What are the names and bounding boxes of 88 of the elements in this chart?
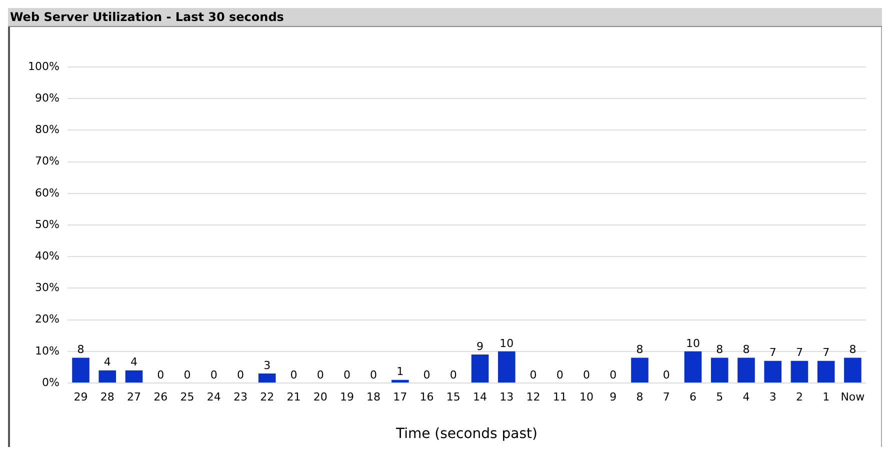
x-tick-label: 16	[420, 390, 434, 404]
data-label: 10	[500, 336, 514, 350]
x-tick-label: 12	[526, 390, 540, 404]
x-tick-label: 5	[716, 390, 724, 404]
bar	[790, 360, 808, 382]
x-tick-label: 29	[74, 390, 88, 404]
x-tick-label: 28	[100, 390, 114, 404]
x-tick-label: 24	[206, 390, 221, 404]
data-label: 4	[130, 356, 138, 369]
x-tick-label: 25	[180, 390, 194, 404]
x-tick-label: 14	[473, 390, 488, 404]
x-tick-label: 20	[313, 390, 328, 404]
x-tick-label: Now	[840, 390, 865, 404]
data-label: 8	[716, 343, 724, 356]
y-tick-label: 0%	[42, 376, 60, 389]
data-label: 10	[686, 336, 700, 350]
data-label: 8	[742, 343, 750, 356]
x-tick-label: 6	[689, 390, 696, 404]
bar	[631, 358, 648, 382]
data-label: 0	[343, 368, 350, 382]
data-label: 0	[157, 368, 164, 382]
bar	[125, 370, 143, 382]
bar	[710, 358, 728, 382]
data-label: 8	[77, 343, 84, 356]
y-tick-label: 80%	[34, 123, 60, 136]
data-label: 8	[849, 343, 856, 356]
y-tick-label: 70%	[34, 154, 60, 168]
bar	[471, 354, 489, 382]
x-tick-label: 8	[636, 390, 644, 404]
data-label: 0	[210, 368, 218, 382]
data-label: 0	[290, 368, 298, 382]
bar	[498, 351, 516, 382]
y-tick-label: 100%	[28, 60, 60, 73]
data-label: 3	[264, 358, 271, 372]
x-tick-label: 4	[742, 390, 750, 404]
data-label: 7	[769, 346, 776, 360]
data-label: 1	[396, 365, 404, 378]
x-tick-label: 22	[260, 390, 274, 404]
data-label: 0	[184, 368, 191, 382]
bar	[844, 358, 862, 382]
bar	[98, 370, 116, 382]
data-label: 0	[450, 368, 457, 382]
x-tick-label: 23	[233, 390, 248, 404]
y-tick-label: 10%	[34, 344, 60, 358]
bar	[684, 351, 702, 382]
x-axis-title: Time (seconds past)	[394, 426, 538, 442]
data-label: 9	[476, 340, 484, 353]
bar	[392, 380, 409, 382]
bar	[72, 358, 90, 382]
x-tick-label: 27	[126, 390, 141, 404]
data-label: 7	[822, 346, 830, 360]
data-label: 0	[316, 368, 324, 382]
y-tick-label: 60%	[34, 186, 60, 200]
data-label: 0	[530, 368, 537, 382]
x-tick-label: 7	[662, 390, 670, 404]
data-label: 4	[104, 356, 111, 369]
x-tick-label: 10	[580, 390, 594, 404]
x-tick-label: 26	[154, 390, 168, 404]
bar	[738, 358, 755, 382]
data-label: 0	[236, 368, 244, 382]
x-tick-label: 15	[446, 390, 460, 404]
data-label: 0	[423, 368, 430, 382]
y-tick-label: 50%	[34, 218, 60, 231]
y-tick-label: 90%	[34, 91, 60, 104]
bar	[764, 360, 782, 382]
data-label: 8	[636, 343, 644, 356]
data-label: 0	[662, 368, 670, 382]
chart-title: Web Server Utilization - Last 30 seconds	[8, 8, 882, 27]
x-tick-label: 17	[393, 390, 408, 404]
x-tick-label: 1	[822, 390, 830, 404]
x-tick-label: 11	[552, 390, 567, 404]
x-tick-label: 13	[500, 390, 514, 404]
y-tick-label: 30%	[34, 281, 60, 294]
data-label: 0	[583, 368, 590, 382]
x-tick-label: 9	[610, 390, 617, 404]
bar	[817, 360, 835, 382]
y-tick-label: 20%	[34, 312, 60, 326]
data-label: 0	[370, 368, 378, 382]
data-label: 7	[796, 346, 803, 360]
x-tick-label: 21	[286, 390, 301, 404]
data-label: 0	[610, 368, 617, 382]
x-tick-label: 3	[769, 390, 776, 404]
y-tick-label: 40%	[34, 249, 60, 262]
x-tick-label: 19	[340, 390, 354, 404]
bar	[258, 374, 276, 382]
data-label: 0	[556, 368, 564, 382]
x-tick-label: 2	[796, 390, 803, 404]
x-tick-label: 18	[366, 390, 381, 404]
